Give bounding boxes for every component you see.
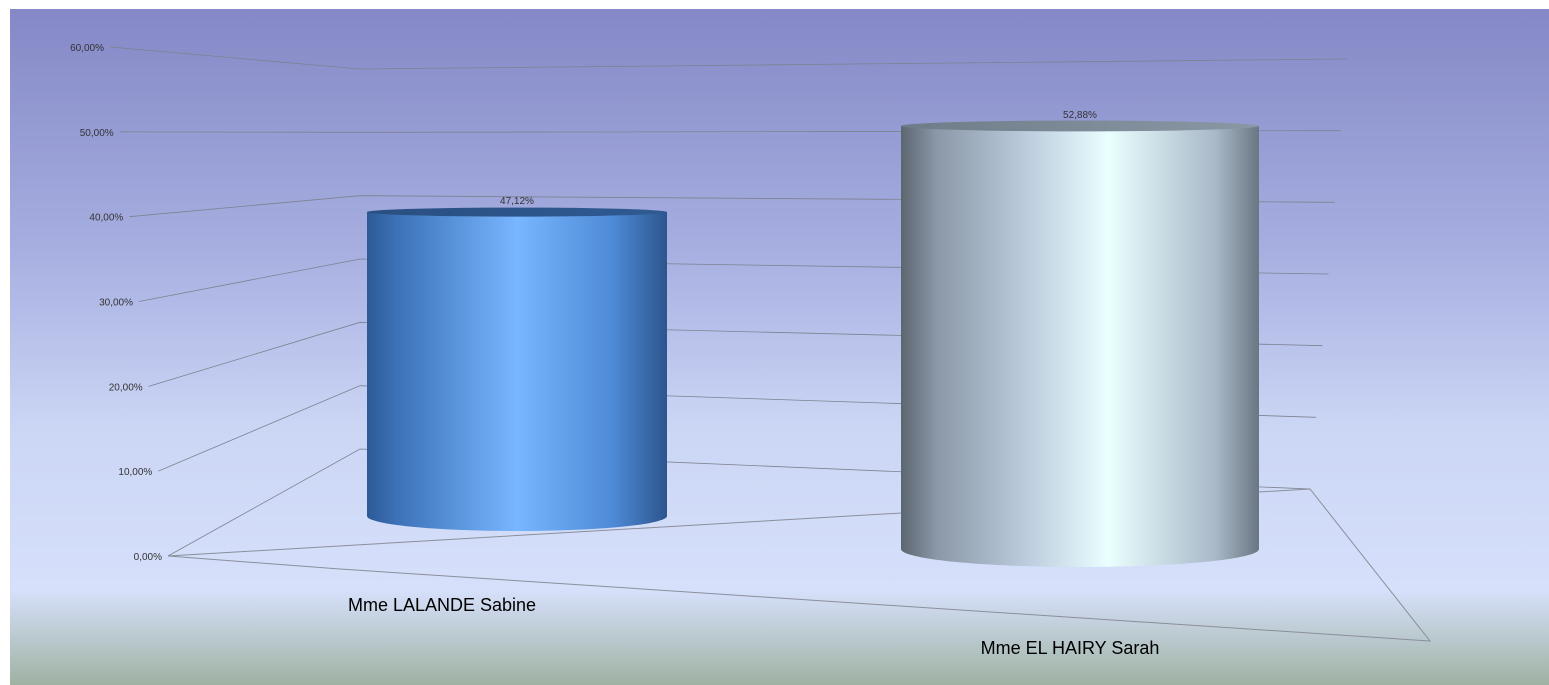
gridline xyxy=(109,46,1348,70)
y-axis: 0,00% 10,00% 20,00% 30,00% 40,00% 50,00% 60,00… xyxy=(70,43,162,563)
y-tick-label: 30,00% xyxy=(99,298,133,309)
y-tick-label: 60,00% xyxy=(70,43,104,54)
data-label: 52,88% xyxy=(1063,110,1097,121)
bar-body xyxy=(901,125,1259,568)
bar-2 xyxy=(901,120,1259,568)
y-tick-label: 20,00% xyxy=(109,382,143,393)
y-tick-label: 10,00% xyxy=(118,467,152,478)
y-tick-label: 50,00% xyxy=(80,128,114,139)
bar-top xyxy=(367,207,667,217)
plot-background xyxy=(10,9,1549,685)
bar-1 xyxy=(367,207,667,532)
x-tick-label: Mme LALANDE Sabine xyxy=(348,595,536,615)
y-tick-label: 0,00% xyxy=(134,552,162,563)
chart-canvas: 0,00% 10,00% 20,00% 30,00% 40,00% 50,00% 60,00… xyxy=(10,9,1549,685)
x-tick-label: Mme EL HAIRY Sarah xyxy=(981,638,1160,658)
results-chart: 0,00% 10,00% 20,00% 30,00% 40,00% 50,00% 60,00… xyxy=(10,9,1549,685)
bar-body xyxy=(367,212,667,532)
gridlines xyxy=(109,46,1432,642)
data-label: 47,12% xyxy=(500,196,534,207)
y-tick-label: 40,00% xyxy=(89,213,123,224)
data-labels: 47,12% 52,88% xyxy=(500,110,1097,207)
bar-top xyxy=(901,120,1259,132)
x-axis: Mme LALANDE Sabine Mme EL HAIRY Sarah xyxy=(348,595,1159,658)
bars xyxy=(367,120,1259,568)
